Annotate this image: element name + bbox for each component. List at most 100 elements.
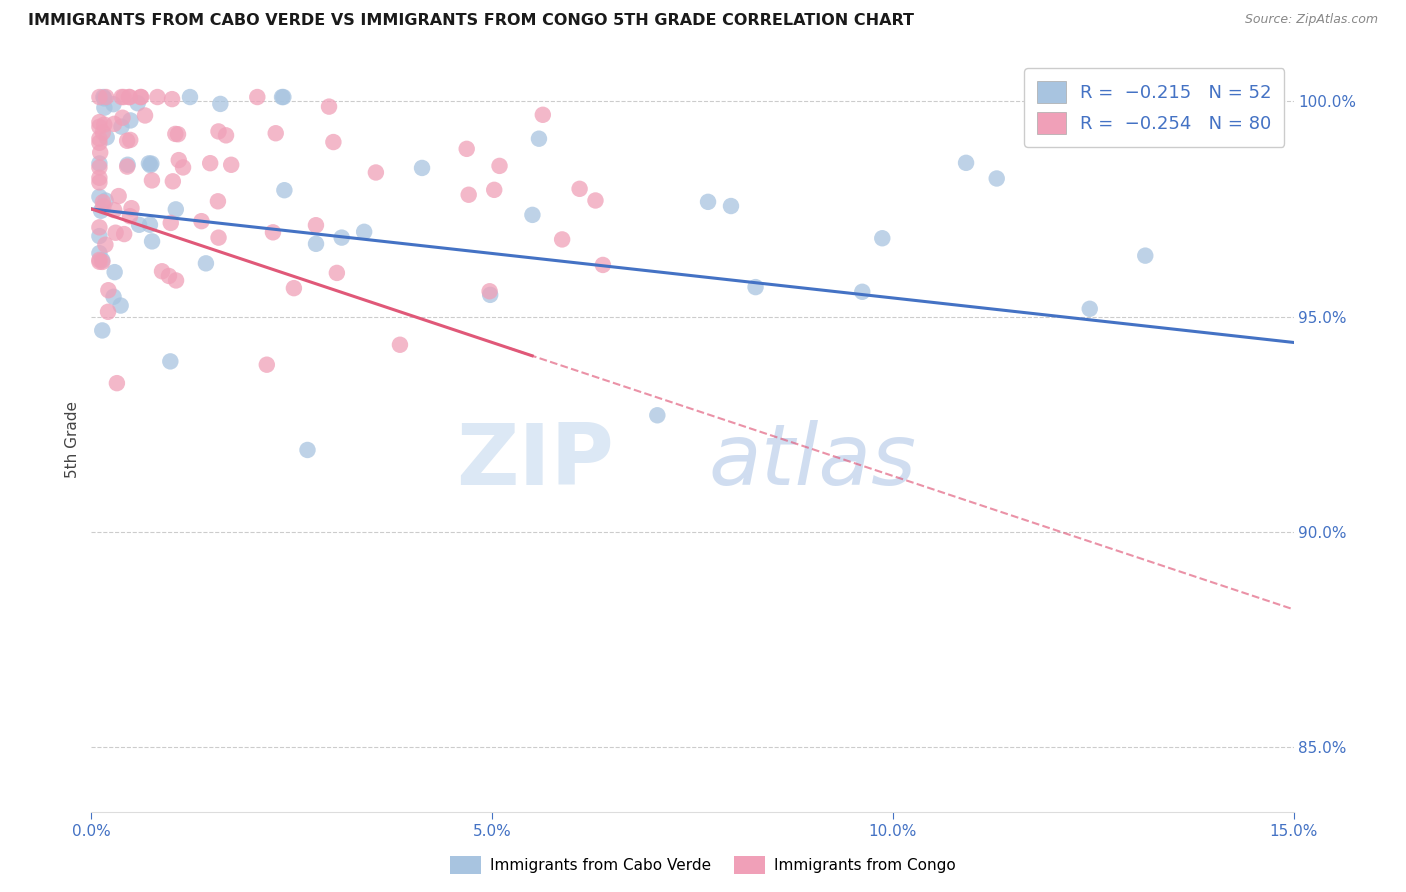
Point [194, 256, 217, 270]
Point [118, 90, 141, 104]
Point [115, 160, 138, 174]
Point [93, 90, 115, 104]
Point [96, 130, 118, 145]
Point [647, 409, 669, 423]
Point [91, 255, 114, 269]
Point [246, 90, 269, 104]
Text: IMMIGRANTS FROM CABO VERDE VS IMMIGRANTS FROM CONGO 5TH GRADE CORRELATION CHART: IMMIGRANTS FROM CABO VERDE VS IMMIGRANTS… [28, 13, 914, 29]
Point [1135, 249, 1157, 263]
Point [89, 145, 111, 160]
Point [141, 173, 163, 187]
Point [1078, 301, 1101, 316]
Point [103, 203, 125, 218]
Point [207, 194, 229, 209]
Text: Source: ZipAtlas.com: Source: ZipAtlas.com [1244, 13, 1378, 27]
Point [134, 108, 156, 122]
Point [160, 92, 183, 106]
Point [457, 187, 479, 202]
Point [118, 90, 141, 104]
Point [162, 174, 184, 188]
Point [93, 91, 115, 105]
Point [103, 117, 125, 131]
Point [326, 266, 349, 280]
Point [207, 230, 229, 244]
Point [456, 142, 478, 156]
Point [531, 108, 554, 122]
Point [283, 281, 305, 295]
Point [89, 254, 111, 268]
Point [110, 299, 132, 313]
Point [305, 236, 328, 251]
Point [955, 156, 977, 170]
Point [256, 358, 278, 372]
Point [89, 120, 111, 134]
Point [97, 305, 120, 319]
Point [118, 209, 141, 223]
Point [190, 214, 212, 228]
Point [94, 194, 117, 208]
Point [89, 246, 111, 260]
Point [527, 131, 550, 145]
Point [986, 171, 1008, 186]
Point [110, 120, 132, 134]
Point [411, 161, 433, 175]
Point [159, 216, 181, 230]
Point [120, 113, 142, 128]
Point [141, 156, 163, 170]
Legend: Immigrants from Cabo Verde, Immigrants from Congo: Immigrants from Cabo Verde, Immigrants f… [444, 850, 962, 880]
Point [322, 135, 344, 149]
Point [94, 90, 117, 104]
Point [110, 90, 132, 104]
Point [165, 202, 187, 217]
Point [89, 190, 111, 204]
Point [179, 90, 201, 104]
Point [305, 218, 328, 232]
Point [207, 124, 229, 138]
Point [592, 258, 614, 272]
Point [318, 100, 340, 114]
Point [264, 126, 287, 140]
Point [94, 237, 117, 252]
Point [488, 159, 510, 173]
Point [89, 170, 111, 185]
Point [219, 158, 242, 172]
Point [91, 323, 114, 337]
Point [484, 183, 506, 197]
Point [262, 225, 284, 239]
Point [330, 230, 353, 244]
Point [128, 218, 150, 232]
Point [273, 90, 295, 104]
Point [157, 268, 180, 283]
Point [115, 134, 138, 148]
Point [271, 90, 294, 104]
Point [89, 229, 111, 244]
Text: atlas: atlas [709, 420, 917, 503]
Point [167, 127, 190, 141]
Point [138, 156, 160, 170]
Point [89, 220, 111, 235]
Point [112, 90, 135, 104]
Legend: R =  −0.215   N = 52, R =  −0.254   N = 80: R = −0.215 N = 52, R = −0.254 N = 80 [1025, 69, 1285, 147]
Point [93, 199, 115, 213]
Point [107, 189, 129, 203]
Point [522, 208, 544, 222]
Point [297, 442, 319, 457]
Point [91, 195, 114, 210]
Point [104, 226, 127, 240]
Point [159, 354, 181, 368]
Point [209, 96, 232, 111]
Point [129, 90, 152, 104]
Point [198, 156, 221, 170]
Point [89, 252, 111, 267]
Point [129, 90, 152, 104]
Point [91, 125, 114, 139]
Point [91, 253, 114, 268]
Point [146, 90, 169, 104]
Point [551, 232, 574, 246]
Y-axis label: 5th Grade: 5th Grade [65, 401, 80, 478]
Text: ZIP: ZIP [457, 420, 614, 503]
Point [112, 227, 135, 241]
Point [104, 265, 127, 279]
Point [215, 128, 238, 143]
Point [93, 101, 115, 115]
